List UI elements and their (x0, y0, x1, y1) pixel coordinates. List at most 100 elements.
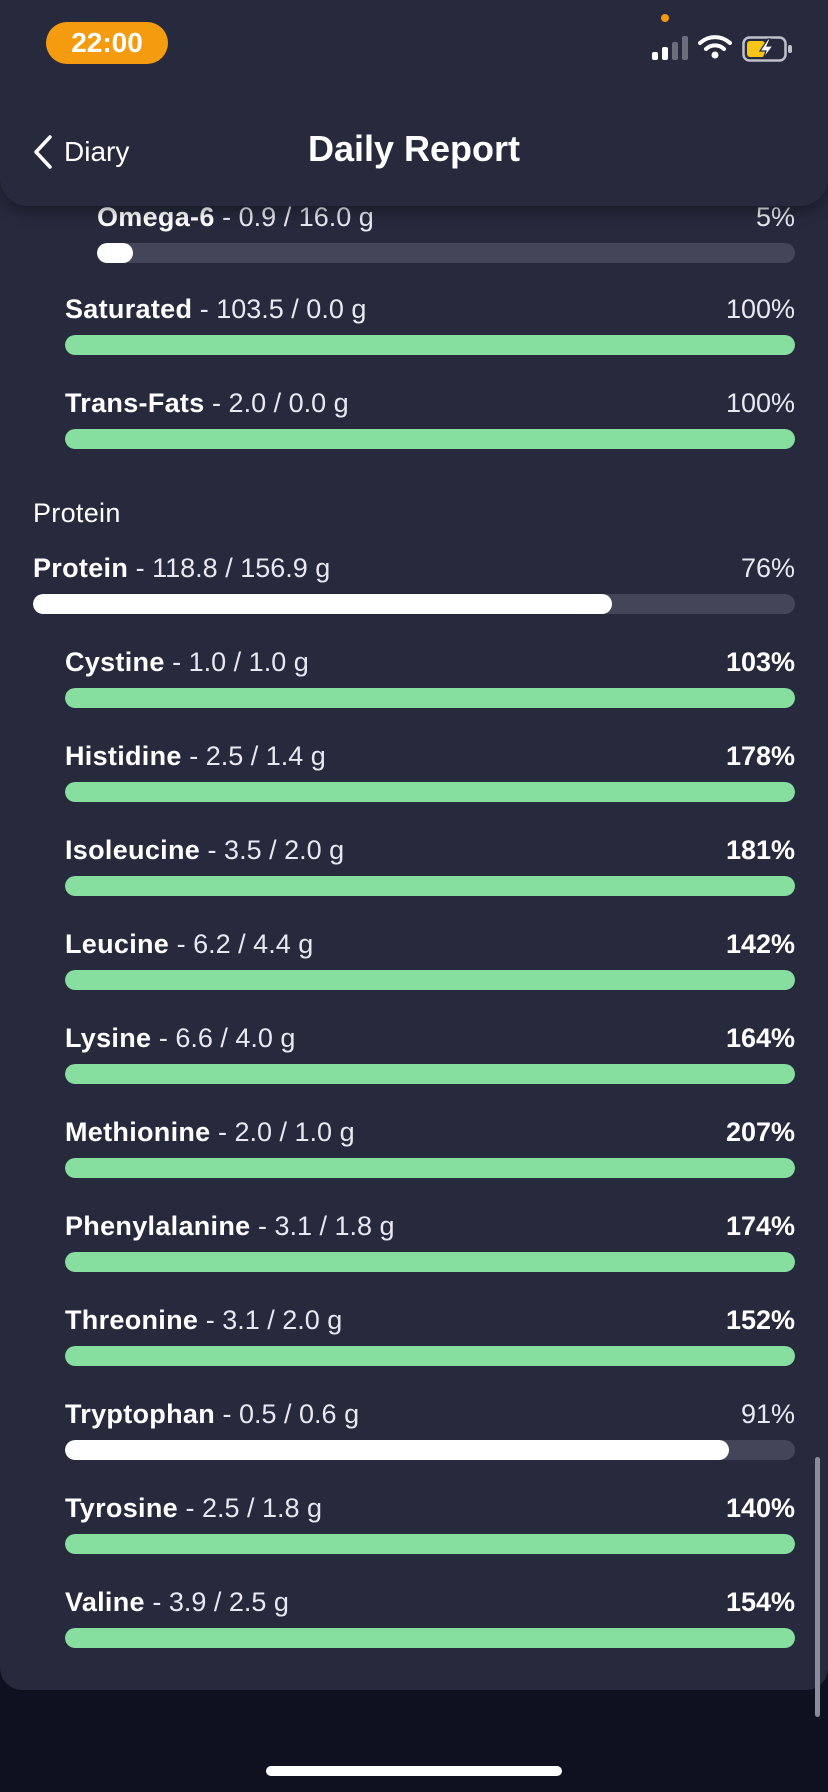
progress-fill (65, 335, 795, 355)
nutrient-values: 1.0 / 1.0 g (188, 647, 309, 677)
nutrient-name: Tryptophan (65, 1399, 215, 1429)
nutrient-percent: 140% (725, 1493, 795, 1523)
nutrient-values: 6.2 / 4.4 g (193, 929, 314, 959)
nutrient-name: Methionine (65, 1117, 211, 1147)
progress-fill (65, 1628, 795, 1648)
nutrient-row-saturated: Saturated - 103.5 / 0.0 g 100% (65, 293, 795, 355)
progress-fill (65, 1534, 795, 1554)
nutrient-row-protein-total: Protein - 118.8 / 156.9 g 76% (33, 552, 795, 614)
nutrient-values: 2.0 / 1.0 g (234, 1117, 355, 1147)
nutrient-values: 3.1 / 2.0 g (222, 1305, 343, 1335)
nutrient-percent: 152% (725, 1305, 795, 1335)
report-content[interactable]: Omega-6 - 0.9 / 16.0 g 5% Saturated - 10… (0, 150, 828, 1690)
progress-bar (65, 335, 795, 355)
nutrient-row-lysine: Lysine - 6.6 / 4.0 g 164% (65, 1022, 795, 1084)
progress-fill (33, 594, 613, 614)
nutrient-row-omega-6: Omega-6 - 0.9 / 16.0 g 5% (97, 201, 795, 263)
nutrient-values: 3.1 / 1.8 g (274, 1211, 395, 1241)
progress-bar (65, 1346, 795, 1366)
nutrient-row-leucine: Leucine - 6.2 / 4.4 g 142% (65, 928, 795, 990)
progress-bar (65, 1628, 795, 1648)
nutrient-values: 6.6 / 4.0 g (175, 1023, 296, 1053)
progress-fill (65, 688, 795, 708)
nutrient-values: 118.8 / 156.9 g (152, 553, 331, 583)
nutrient-name: Protein (33, 553, 129, 583)
section-title-protein: Protein (33, 498, 121, 528)
nutrient-percent: 181% (725, 835, 795, 865)
nutrient-percent: 100% (725, 388, 795, 418)
chevron-left-icon (34, 135, 52, 169)
nutrient-row-trans-fats: Trans-Fats - 2.0 / 0.0 g 100% (65, 387, 795, 449)
back-button[interactable]: Diary (32, 132, 129, 172)
progress-bar (65, 876, 795, 896)
home-indicator[interactable] (266, 1766, 562, 1776)
progress-bar (65, 1440, 795, 1460)
nutrient-values: 0.5 / 0.6 g (239, 1399, 360, 1429)
nutrient-percent: 142% (725, 929, 795, 959)
nutrient-name: Isoleucine (65, 835, 201, 865)
nutrient-percent: 103% (725, 647, 795, 677)
progress-fill (97, 243, 133, 263)
progress-fill (65, 1064, 795, 1084)
nutrient-percent: 5% (755, 202, 795, 232)
nutrient-percent: 100% (725, 294, 795, 324)
progress-fill (65, 1158, 795, 1178)
nutrient-name: Omega-6 (97, 202, 215, 232)
progress-bar (97, 243, 795, 263)
cellular-signal-icon (652, 36, 688, 60)
nutrient-row-tyrosine: Tyrosine - 2.5 / 1.8 g 140% (65, 1492, 795, 1554)
nutrient-name: Threonine (65, 1305, 199, 1335)
nutrient-values: 2.5 / 1.4 g (205, 741, 326, 771)
status-time: 22:00 (46, 22, 168, 64)
progress-fill (65, 876, 795, 896)
progress-bar (65, 1252, 795, 1272)
nutrient-row-isoleucine: Isoleucine - 3.5 / 2.0 g 181% (65, 834, 795, 896)
nutrient-percent: 207% (725, 1117, 795, 1147)
progress-fill (65, 1346, 795, 1366)
progress-bar (65, 688, 795, 708)
nutrient-name: Lysine (65, 1023, 152, 1053)
nutrient-values: 2.5 / 1.8 g (201, 1493, 323, 1523)
nutrient-row-methionine: Methionine - 2.0 / 1.0 g 207% (65, 1116, 795, 1178)
nutrient-name: Valine (65, 1587, 145, 1617)
nutrient-percent: 164% (725, 1023, 795, 1053)
scrollbar[interactable] (815, 1457, 820, 1717)
nutrient-name: Leucine (65, 929, 170, 959)
page-title: Daily Report (307, 128, 521, 169)
nutrient-percent: 178% (725, 741, 795, 771)
nutrient-values: 0.9 / 16.0 g (238, 202, 374, 232)
nutrient-name: Tyrosine (65, 1493, 178, 1523)
nutrient-values: 103.5 / 0.0 g (216, 294, 367, 324)
nutrient-row-histidine: Histidine - 2.5 / 1.4 g 178% (65, 740, 795, 802)
nutrient-name: Phenylalanine (65, 1211, 251, 1241)
progress-bar (65, 970, 795, 990)
nutrient-values: 2.0 / 0.0 g (228, 388, 349, 418)
nav-header: 22:00 Diary Daily Report (0, 0, 828, 206)
nutrient-row-cystine: Cystine - 1.0 / 1.0 g 103% (65, 646, 795, 708)
nutrient-row-tryptophan: Tryptophan - 0.5 / 0.6 g 91% (65, 1398, 795, 1460)
nutrient-percent: 174% (725, 1211, 795, 1241)
nutrient-name: Cystine (65, 647, 165, 677)
nutrient-name: Saturated (65, 294, 193, 324)
nutrient-values: 3.9 / 2.5 g (168, 1587, 289, 1617)
progress-fill (65, 782, 795, 802)
wifi-icon (698, 35, 732, 59)
progress-bar (65, 1064, 795, 1084)
privacy-indicator-dot (661, 14, 669, 22)
nutrient-row-valine: Valine - 3.9 / 2.5 g 154% (65, 1586, 795, 1648)
progress-fill (65, 1440, 730, 1460)
nutrient-name: Histidine (65, 741, 182, 771)
progress-bar (65, 1158, 795, 1178)
nutrient-row-phenylalanine: Phenylalanine - 3.1 / 1.8 g 174% (65, 1210, 795, 1272)
nutrient-row-threonine: Threonine - 3.1 / 2.0 g 152% (65, 1304, 795, 1366)
nutrient-name: Trans-Fats (65, 388, 205, 418)
progress-fill (65, 1252, 795, 1272)
progress-fill (65, 429, 795, 449)
nutrient-percent: 154% (725, 1587, 795, 1617)
back-button-label: Diary (64, 136, 130, 167)
progress-fill (65, 970, 795, 990)
progress-bar (33, 594, 795, 614)
battery-charging-icon (742, 36, 792, 62)
progress-bar (65, 429, 795, 449)
